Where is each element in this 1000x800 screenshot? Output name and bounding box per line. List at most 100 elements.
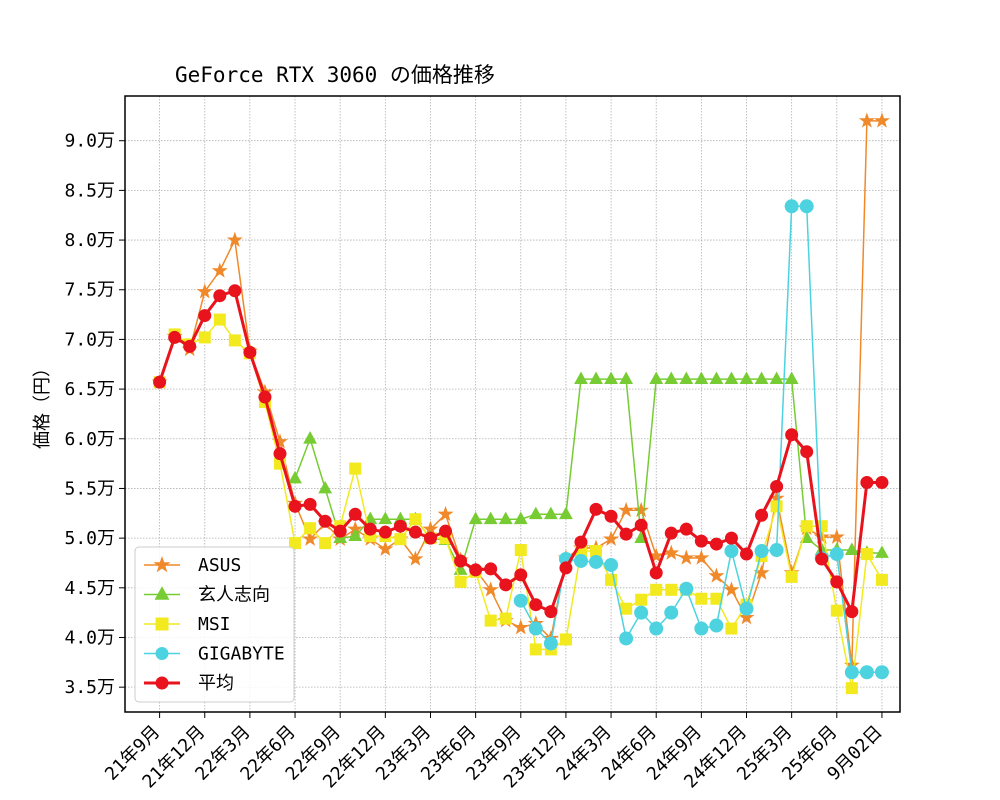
data-point bbox=[303, 497, 317, 511]
data-point bbox=[153, 375, 167, 389]
data-point bbox=[589, 502, 603, 516]
data-point bbox=[618, 501, 635, 518]
data-point bbox=[318, 514, 332, 528]
data-point bbox=[694, 534, 708, 548]
data-point bbox=[574, 371, 588, 385]
data-point bbox=[604, 509, 618, 523]
data-point bbox=[859, 665, 874, 680]
data-point bbox=[168, 330, 182, 344]
legend: ASUS 玄人志向 MSI GIGABYTE 平均 bbox=[134, 546, 295, 703]
data-point bbox=[633, 501, 650, 518]
data-point bbox=[499, 578, 513, 592]
data-point bbox=[650, 583, 663, 596]
y-tick-label: 8.5万 bbox=[64, 180, 115, 201]
data-point bbox=[769, 371, 784, 385]
y-tick-label: 6.5万 bbox=[64, 379, 115, 400]
data-point bbox=[196, 283, 213, 299]
data-point bbox=[739, 601, 754, 616]
data-point bbox=[619, 371, 634, 385]
data-point bbox=[620, 602, 633, 615]
data-point bbox=[800, 520, 813, 533]
data-point bbox=[604, 557, 619, 572]
data-point bbox=[708, 567, 725, 583]
data-point bbox=[529, 643, 542, 656]
data-point bbox=[830, 575, 844, 589]
data-point bbox=[709, 371, 724, 385]
data-point bbox=[603, 530, 620, 546]
data-point bbox=[319, 537, 332, 550]
data-point bbox=[378, 511, 393, 525]
legend-item: ASUS bbox=[144, 555, 241, 576]
data-point bbox=[635, 593, 648, 606]
data-point bbox=[574, 535, 588, 549]
data-point bbox=[559, 633, 572, 646]
data-point bbox=[619, 527, 633, 541]
data-point bbox=[769, 543, 784, 558]
data-point bbox=[484, 562, 498, 576]
data-point bbox=[589, 554, 604, 569]
data-point bbox=[378, 525, 392, 539]
data-point bbox=[228, 284, 242, 298]
data-point bbox=[723, 581, 740, 597]
data-point bbox=[664, 371, 679, 385]
data-point bbox=[228, 334, 241, 347]
data-point bbox=[784, 199, 799, 214]
data-point bbox=[709, 537, 723, 551]
data-point bbox=[590, 545, 603, 558]
data-point bbox=[543, 506, 558, 520]
legend-label: 平均 bbox=[198, 673, 234, 694]
data-point bbox=[770, 479, 784, 493]
data-point bbox=[213, 313, 226, 326]
series-平均 bbox=[153, 284, 889, 619]
y-tick-label: 7.5万 bbox=[64, 280, 115, 301]
series-玄人志向 bbox=[288, 371, 889, 575]
data-point bbox=[318, 480, 333, 494]
data-point bbox=[543, 636, 558, 651]
y-tick-label: 8.0万 bbox=[64, 230, 115, 251]
data-point bbox=[664, 526, 678, 540]
data-point bbox=[198, 309, 212, 323]
data-point bbox=[858, 112, 875, 128]
data-point bbox=[740, 547, 754, 561]
data-point bbox=[393, 519, 407, 533]
data-point bbox=[693, 549, 710, 565]
data-point bbox=[634, 605, 649, 620]
data-point bbox=[333, 524, 347, 538]
data-point bbox=[875, 573, 888, 586]
data-point bbox=[784, 371, 799, 385]
series-GIGABYTE bbox=[513, 199, 889, 680]
data-point bbox=[754, 544, 769, 559]
data-point bbox=[770, 500, 783, 513]
data-point bbox=[799, 199, 814, 214]
data-point bbox=[258, 390, 272, 404]
data-point bbox=[482, 581, 499, 597]
data-point bbox=[288, 499, 302, 513]
data-point bbox=[815, 552, 829, 566]
data-point bbox=[844, 542, 859, 555]
y-tick-label: 4.0万 bbox=[64, 627, 115, 648]
legend-marker bbox=[155, 617, 169, 631]
data-point bbox=[454, 575, 467, 588]
data-point bbox=[724, 371, 739, 385]
data-point bbox=[665, 583, 678, 596]
data-point bbox=[273, 447, 287, 461]
data-point bbox=[348, 507, 362, 521]
data-point bbox=[724, 544, 739, 559]
data-point bbox=[679, 581, 694, 596]
data-point bbox=[694, 371, 709, 385]
data-point bbox=[468, 511, 483, 525]
data-point bbox=[499, 612, 512, 625]
legend-box bbox=[134, 546, 295, 703]
data-point bbox=[226, 231, 243, 247]
data-point bbox=[514, 544, 527, 557]
data-point bbox=[649, 566, 663, 580]
data-point bbox=[513, 511, 528, 525]
data-point bbox=[528, 621, 543, 636]
data-point bbox=[573, 553, 588, 568]
data-point bbox=[875, 475, 889, 489]
data-point bbox=[785, 428, 799, 442]
data-point bbox=[875, 545, 889, 558]
data-point bbox=[484, 614, 497, 627]
data-point bbox=[800, 445, 814, 459]
legend-item: 平均 bbox=[144, 673, 234, 694]
